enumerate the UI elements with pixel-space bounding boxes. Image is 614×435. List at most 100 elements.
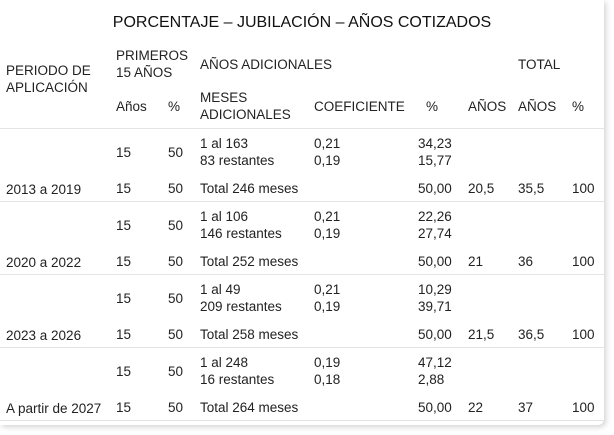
meses-line: 1 al 49 [200,282,241,297]
empty-cell [512,202,562,249]
period-label: 2020 a 2022 [0,201,110,275]
pct-total-cell: 100 [562,321,604,348]
header-primeros: PRIMEROS 15 AÑOS [116,48,189,80]
table-row-total: 15 50 Total 252 meses 50,00 21 36 100 [0,248,604,275]
anos-total-cell: 36 [512,248,562,275]
header-coef: COEFICIENTE [308,84,412,129]
total-meses-cell: Total 252 meses [194,248,412,275]
anos-cell: 15 [110,175,162,202]
meses-cell: 1 al 163 83 restantes [194,129,308,176]
total-meses-cell: Total 264 meses [194,394,412,421]
pct-line: 34,23 [418,136,452,151]
pct-ad-cell: 50,00 [412,175,462,202]
header-total: TOTAL [518,56,561,72]
table-row-total: 15 50 Total 258 meses 50,00 21,5 36,5 100 [0,321,604,348]
anos-cell: 15 [116,290,132,306]
pct-cell: 50 [162,394,194,421]
anos-total-cell: 35,5 [512,175,562,202]
meses-line: 16 restantes [200,372,275,387]
anos-cell: 15 [116,363,132,379]
header-pct: % [162,84,194,129]
meses-cell: 1 al 248 16 restantes [194,348,308,395]
header-anos: Años [110,84,162,129]
pct-cell: 50 [162,248,194,275]
empty-cell [562,202,604,249]
pct-ad-cell: 22,26 27,74 [412,202,462,249]
coef-line: 0,18 [314,372,341,387]
header-row-1: PERIODO DE APLICACIÓN PRIMEROS 15 AÑOS A… [0,44,604,129]
coef-cell: 0,21 0,19 [308,202,412,249]
header-pct2: % [412,84,462,129]
empty-cell [462,202,512,249]
empty-cell [462,129,512,176]
coef-line: 0,21 [314,209,341,224]
empty-cell [562,129,604,176]
coef-cell: 0,19 0,18 [308,348,412,395]
anos-ad-cell: 20,5 [462,175,512,202]
header-row-2: Años % MESES ADICIONALES COEFICIENTE % A… [0,84,604,129]
coef-line: 0,19 [314,153,341,168]
coef-line: 0,21 [314,136,341,151]
empty-cell [462,348,512,395]
coef-cell: 0,21 0,19 [308,129,412,176]
anos-total-cell: 36,5 [512,321,562,348]
anos-cell: 15 [110,394,162,421]
pct-line: 22,26 [418,209,452,224]
header-anos3: AÑOS [512,84,562,129]
table-row-total: 15 50 Total 246 meses 50,00 20,5 35,5 100 [0,175,604,202]
anos-cell: 15 [110,248,162,275]
anos-cell: 15 [116,144,132,160]
anos-total-cell: 37 [512,394,562,421]
pct-total-cell: 100 [562,394,604,421]
anos-ad-cell: 21,5 [462,321,512,348]
pct-cell: 50 [168,144,184,160]
pct-cell: 50 [162,321,194,348]
table-row: 2013 a 2019 15 50 1 al 163 83 restantes 0,21 0… [0,128,604,202]
page-title: PORCENTAJE – JUBILACIÓN – AÑOS COTIZADOS [112,14,492,31]
pension-table: PERIODO DE APLICACIÓN PRIMEROS 15 AÑOS A… [0,44,604,421]
coef-cell: 0,21 0,19 [308,275,412,322]
meses-line: 1 al 163 [200,136,249,151]
pct-ad-cell: 34,23 15,77 [412,129,462,176]
empty-cell [562,348,604,395]
empty-cell [462,275,512,322]
table-row: 2020 a 2022 15 50 1 al 106 146 restantes 0,21… [0,201,604,275]
pct-cell: 50 [168,290,184,306]
meses-cell: 1 al 106 146 restantes [194,202,308,249]
header-meses: MESES ADICIONALES [194,84,308,129]
empty-cell [512,275,562,322]
pct-cell: 50 [162,175,194,202]
table-card: PORCENTAJE – JUBILACIÓN – AÑOS COTIZADOS… [0,14,604,421]
pct-cell: 50 [168,363,184,379]
coef-line: 0,19 [314,355,341,370]
header-periodo: PERIODO DE APLICACIÓN [0,44,110,129]
table-row: 2023 a 2026 15 50 1 al 49 209 restantes 0,21 0… [0,274,604,348]
total-meses-cell: Total 258 meses [194,321,412,348]
header-anos2: AÑOS [462,84,512,129]
pct-line: 2,88 [418,372,445,387]
pct-line: 10,29 [418,282,452,297]
pct-ad-cell: 50,00 [412,248,462,275]
pct-ad-cell: 10,29 39,71 [412,275,462,322]
table-row: A partir de 2027 15 50 1 al 248 16 restantes… [0,347,604,421]
period-label: 2013 a 2019 [0,128,110,202]
anos-ad-cell: 22 [462,394,512,421]
pct-ad-cell: 47,12 2,88 [412,348,462,395]
pct-ad-cell: 50,00 [412,321,462,348]
header-adicionales: AÑOS ADICIONALES [200,56,333,72]
meses-line: 1 al 248 [200,355,249,370]
pct-total-cell: 100 [562,175,604,202]
pct-cell: 50 [168,217,184,233]
empty-cell [512,348,562,395]
pct-line: 15,77 [418,153,452,168]
meses-line: 1 al 106 [200,209,249,224]
meses-cell: 1 al 49 209 restantes [194,275,308,322]
table-row-total: 15 50 Total 264 meses 50,00 22 37 100 [0,394,604,421]
empty-cell [512,129,562,176]
meses-line: 83 restantes [200,153,275,168]
period-label: 2023 a 2026 [0,274,110,348]
anos-cell: 15 [110,321,162,348]
pct-line: 39,71 [418,299,452,314]
meses-line: 146 restantes [200,226,282,241]
pct-line: 47,12 [418,355,452,370]
